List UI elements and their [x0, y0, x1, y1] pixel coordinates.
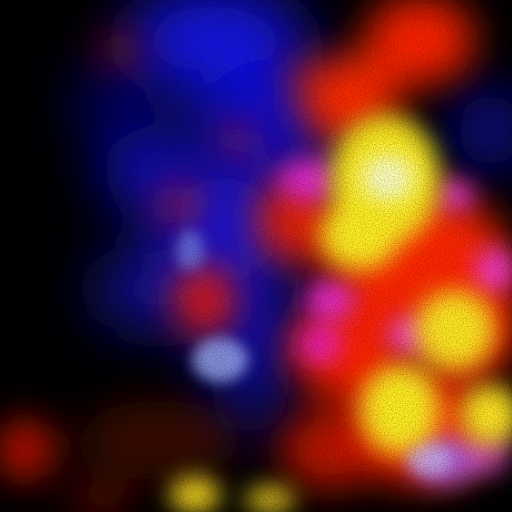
- grain-overlay: [0, 0, 512, 512]
- fluorescence-image: [0, 0, 512, 512]
- image-canvas: [0, 0, 512, 512]
